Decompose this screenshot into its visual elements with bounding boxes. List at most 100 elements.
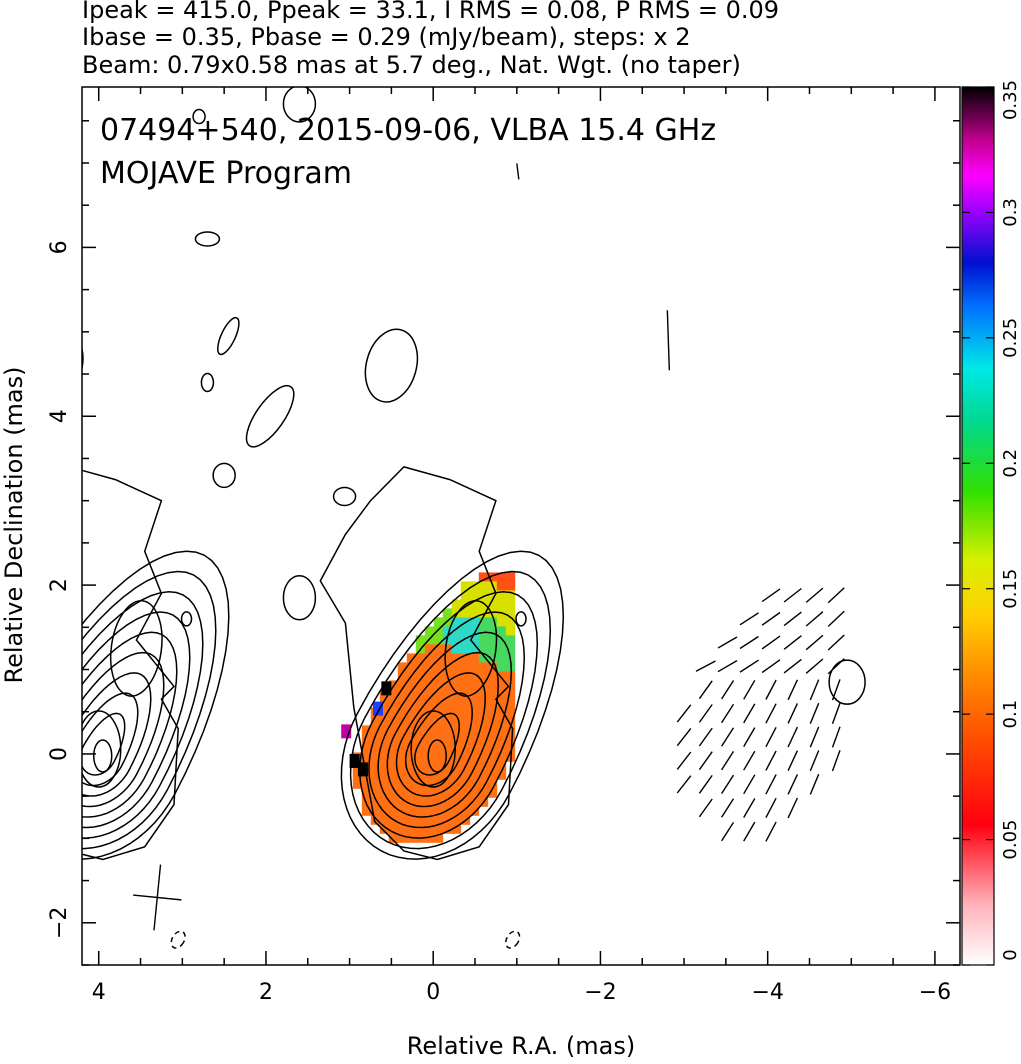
pol-pixel — [388, 761, 399, 771]
y-axis-label: Relative Declination (mas) — [0, 366, 28, 683]
evpa-tick — [721, 822, 735, 842]
pol-pixel — [487, 734, 498, 744]
pol-pixel — [397, 671, 408, 681]
pol-pixel — [487, 752, 498, 762]
island-contour — [515, 611, 527, 627]
pol-pixel — [460, 734, 471, 744]
pol-pixel — [370, 752, 381, 762]
negative-contour — [170, 930, 186, 949]
pol-pixel — [397, 788, 408, 798]
pol-pixel — [451, 617, 462, 627]
pol-pixel — [370, 761, 381, 771]
evpa-tick — [783, 658, 802, 674]
y-tick-label: 2 — [47, 578, 72, 592]
evpa-tick — [717, 659, 738, 673]
pol-pixel — [487, 680, 498, 690]
pol-pixel — [433, 752, 444, 762]
pol-pixel — [388, 797, 399, 807]
header-line-3: Beam: 0.79x0.58 mas at 5.7 deg., Nat. Wg… — [82, 51, 741, 79]
evpa-tick — [676, 751, 692, 770]
y-tick-label: −2 — [47, 907, 72, 939]
pol-pixel — [478, 698, 489, 708]
contour-level — [82, 692, 139, 787]
pol-pixel — [469, 698, 480, 708]
island-contour — [217, 316, 240, 356]
pol-pixel — [469, 707, 480, 717]
pol-pixel — [478, 788, 489, 798]
pol-pixel — [424, 671, 435, 681]
pol-pixel — [406, 698, 417, 708]
pol-pixel — [415, 824, 426, 834]
evpa-tick — [721, 703, 735, 724]
pol-pixel — [406, 797, 417, 807]
pol-pixel — [433, 644, 444, 654]
pol-pixel — [442, 617, 453, 627]
contour-level — [82, 570, 217, 850]
pol-pixel — [433, 734, 444, 744]
evpa-tick — [827, 610, 845, 627]
pol-pixel — [415, 797, 426, 807]
pol-pixel — [397, 833, 408, 843]
contour-level — [349, 570, 552, 850]
evpa-tick — [809, 773, 820, 795]
pol-pixel — [460, 608, 471, 618]
pol-pixel — [406, 725, 417, 735]
pol-pixel — [451, 635, 462, 645]
pol-pixel — [406, 815, 417, 825]
pol-pixel — [433, 806, 444, 816]
pol-pixel — [487, 626, 498, 636]
pol-pixel — [451, 752, 462, 762]
pol-pixel — [451, 824, 462, 834]
pol-pixel — [469, 716, 480, 726]
evpa-tick — [765, 679, 777, 700]
pol-pixel — [370, 743, 381, 753]
pol-pixel — [478, 581, 489, 591]
pol-pixel — [406, 662, 417, 672]
pol-pixel — [451, 716, 462, 726]
evpa-tick — [761, 635, 781, 650]
pol-pixel — [406, 707, 417, 717]
pol-pixel — [469, 662, 480, 672]
pol-pixel — [496, 734, 507, 744]
pol-pixel — [424, 806, 435, 816]
evpa-tick — [765, 703, 777, 724]
pol-pixel — [505, 689, 516, 699]
pol-pixel — [487, 779, 498, 789]
evpa-tick — [698, 774, 713, 794]
evpa-tick — [721, 727, 735, 747]
pol-pixel — [496, 770, 507, 780]
pol-pixel — [487, 635, 498, 645]
pol-pixel — [415, 635, 426, 645]
evpa-tick — [739, 612, 759, 626]
pol-pixel — [451, 743, 462, 753]
contour-level — [82, 550, 230, 860]
evpa-tick — [743, 774, 756, 795]
contour-level — [359, 591, 539, 839]
pol-pixel — [433, 653, 444, 663]
pol-pixel — [370, 725, 381, 735]
x-tick-label: 2 — [259, 980, 273, 1005]
pol-pixel — [451, 599, 462, 609]
pol-pixel — [370, 797, 381, 807]
colorbar-tick-label: 0.35 — [1000, 80, 1021, 120]
pol-pixel — [352, 770, 363, 780]
pol-pixel — [496, 653, 507, 663]
evpa-tick — [676, 775, 692, 794]
evpa-tick — [765, 821, 777, 842]
pol-pixel — [433, 689, 444, 699]
pol-pixel — [388, 689, 399, 699]
pol-pixel — [424, 734, 435, 744]
pol-pixel — [388, 779, 399, 789]
pol-pixel — [487, 590, 498, 600]
pol-pixel — [487, 599, 498, 609]
evpa-tick — [805, 587, 824, 603]
pol-pixel — [460, 806, 471, 816]
pol-pixel — [469, 725, 480, 735]
core-contour — [82, 710, 122, 788]
pol-pixel — [406, 680, 417, 690]
pol-pixel — [460, 743, 471, 753]
pol-pixel — [442, 797, 453, 807]
evpa-tick — [827, 658, 845, 675]
pol-pixel — [415, 752, 426, 762]
